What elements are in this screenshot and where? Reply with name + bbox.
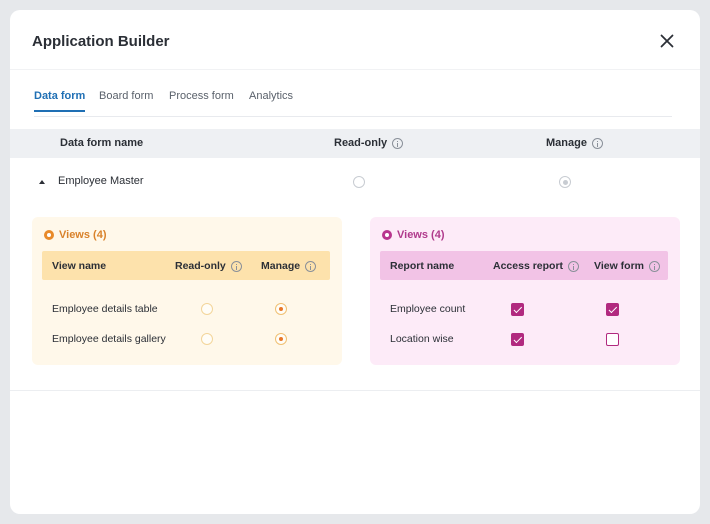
info-icon[interactable] — [649, 260, 660, 272]
report-name: Location wise — [390, 333, 454, 345]
column-header-view-name: View name — [52, 260, 107, 272]
view-name: Employee details gallery — [52, 333, 166, 345]
info-icon[interactable] — [230, 260, 242, 272]
tab-analytics[interactable]: Analytics — [249, 90, 294, 102]
views-table-header: View name Read-only Manage — [42, 251, 330, 280]
divider — [10, 390, 700, 391]
column-header-view-form: View form — [594, 260, 660, 272]
reports-table-header: Report name Access report View form — [380, 251, 668, 280]
access-report-checkbox[interactable] — [511, 333, 524, 346]
tab-process-form[interactable]: Process form — [169, 90, 234, 102]
tab-bar: Data form Board form Process form Analyt… — [34, 90, 672, 117]
read-only-radio[interactable] — [353, 176, 365, 188]
view-name: Employee details table — [52, 303, 158, 315]
close-icon[interactable] — [658, 32, 676, 50]
report-name: Employee count — [390, 303, 466, 315]
tab-board-form[interactable]: Board form — [99, 90, 154, 102]
view-read-only-radio[interactable] — [201, 303, 213, 315]
manage-radio[interactable] — [559, 176, 571, 188]
info-icon[interactable] — [305, 260, 317, 272]
eye-icon — [44, 230, 54, 240]
views-panel: Views (4) View name Read-only Manage Emp… — [32, 217, 342, 365]
view-manage-radio[interactable] — [275, 333, 287, 345]
table-header: Data form name Read-only Manage — [10, 129, 700, 158]
table-row: Employee Master — [10, 168, 700, 198]
view-manage-radio[interactable] — [275, 303, 287, 315]
views-panel-title: Views (4) — [44, 229, 107, 241]
info-icon[interactable] — [568, 260, 580, 272]
dialog-header: Application Builder — [10, 10, 700, 70]
column-header-read-only: Read-only — [175, 260, 242, 272]
dialog-title: Application Builder — [32, 33, 170, 50]
column-header-manage: Manage — [546, 137, 603, 149]
access-report-checkbox[interactable] — [511, 303, 524, 316]
column-header-access-report: Access report — [493, 260, 580, 272]
view-read-only-radio[interactable] — [201, 333, 213, 345]
reports-panel-title: Views (4) — [382, 229, 445, 241]
view-form-checkbox[interactable] — [606, 303, 619, 316]
column-header-report-name: Report name — [390, 260, 455, 272]
tab-data-form[interactable]: Data form — [34, 90, 86, 112]
column-header-data-form-name: Data form name — [60, 137, 144, 149]
application-builder-dialog: Application Builder Data form Board form… — [10, 10, 700, 514]
view-form-checkbox[interactable] — [606, 333, 619, 346]
collapse-caret-icon[interactable] — [39, 180, 45, 184]
column-header-read-only: Read-only — [334, 137, 404, 149]
info-icon[interactable] — [392, 137, 404, 149]
info-icon[interactable] — [591, 137, 603, 149]
column-header-manage: Manage — [261, 260, 317, 272]
reports-panel: Views (4) Report name Access report View… — [370, 217, 680, 365]
eye-icon — [382, 230, 392, 240]
data-form-name: Employee Master — [58, 175, 144, 187]
